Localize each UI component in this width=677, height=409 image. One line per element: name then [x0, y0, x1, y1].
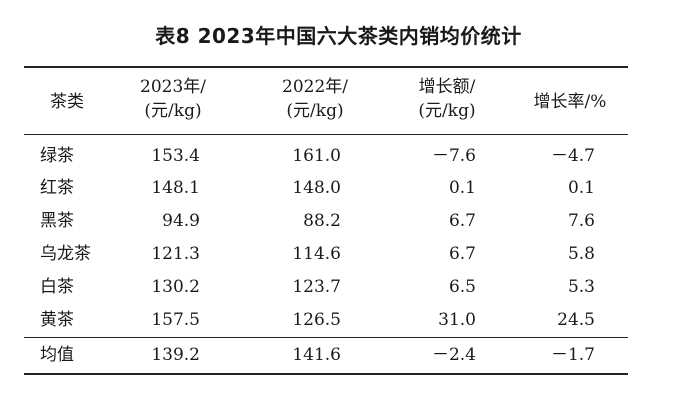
header-growth-line1: 增长额/ [418, 77, 476, 97]
average-2023: 139.2 [151, 345, 200, 365]
table-bottom-rule [24, 373, 628, 375]
row-2-growth: 6.7 [448, 211, 476, 231]
row-0-2022: 161.0 [292, 146, 341, 166]
average-growth: －2.4 [431, 345, 476, 365]
average-rate: －1.7 [550, 345, 595, 365]
header-rate: 增长率/% [533, 92, 607, 112]
row-1-name: 红茶 [40, 178, 74, 198]
row-3-growth: 6.7 [448, 244, 476, 264]
header-tea-type: 茶类 [50, 92, 84, 112]
row-2-rate: 7.6 [567, 211, 595, 231]
average-2022: 141.6 [292, 345, 341, 365]
header-2023-line1: 2023年/ [140, 77, 206, 97]
row-3-2022: 114.6 [292, 244, 341, 264]
row-1-2022: 148.0 [292, 178, 341, 198]
row-3-2023: 121.3 [151, 244, 200, 264]
row-4-rate: 5.3 [567, 277, 595, 297]
row-0-name: 绿茶 [40, 146, 74, 166]
table-header-rule [24, 134, 628, 135]
row-3-rate: 5.8 [567, 244, 595, 264]
row-5-rate: 24.5 [557, 310, 595, 330]
row-1-2023: 148.1 [151, 178, 200, 198]
row-0-2023: 153.4 [151, 146, 200, 166]
row-0-growth: －7.6 [431, 146, 476, 166]
row-2-2023: 94.9 [162, 211, 200, 231]
row-5-2023: 157.5 [151, 310, 200, 330]
header-2022: 2022年/ (元/kg) [260, 75, 370, 123]
header-growth-line2: (元/kg) [418, 101, 476, 121]
header-2022-line2: (元/kg) [286, 101, 344, 121]
row-4-2023: 130.2 [151, 277, 200, 297]
row-4-name: 白茶 [40, 277, 74, 297]
average-name: 均值 [40, 345, 74, 365]
row-2-name: 黑茶 [40, 211, 74, 231]
row-5-2022: 126.5 [292, 310, 341, 330]
header-growth: 增长额/ (元/kg) [392, 75, 502, 123]
row-2-2022: 88.2 [303, 211, 341, 231]
row-3-name: 乌龙茶 [40, 244, 91, 264]
row-1-growth: 0.1 [448, 178, 476, 198]
header-2023: 2023年/ (元/kg) [118, 75, 228, 123]
table-caption: 表8 2023年中国六大茶类内销均价统计 [155, 24, 522, 48]
row-4-growth: 6.5 [448, 277, 476, 297]
header-2022-line1: 2022年/ [282, 77, 348, 97]
table-top-rule [24, 66, 628, 68]
row-5-growth: 31.0 [438, 310, 476, 330]
header-2023-line2: (元/kg) [144, 101, 202, 121]
row-5-name: 黄茶 [40, 310, 74, 330]
row-4-2022: 123.7 [292, 277, 341, 297]
table-average-rule [24, 337, 628, 338]
row-1-rate: 0.1 [567, 178, 595, 198]
row-0-rate: －4.7 [550, 146, 595, 166]
